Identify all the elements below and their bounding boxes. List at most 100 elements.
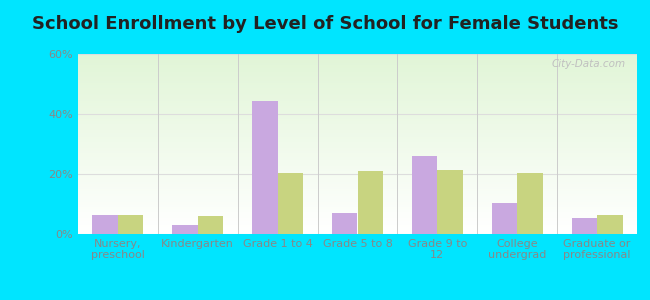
Bar xyxy=(78,56,637,58)
Bar xyxy=(78,218,637,220)
Bar xyxy=(78,106,637,108)
Bar xyxy=(78,137,637,139)
Bar xyxy=(118,214,144,234)
Bar xyxy=(332,213,358,234)
Bar xyxy=(78,157,637,158)
Bar xyxy=(78,139,637,140)
Bar xyxy=(78,144,637,146)
Bar xyxy=(571,218,597,234)
Bar xyxy=(78,164,637,166)
Bar xyxy=(78,182,637,184)
Bar xyxy=(78,185,637,187)
Bar xyxy=(78,189,637,191)
Bar xyxy=(78,65,637,67)
Bar xyxy=(78,103,637,104)
Bar xyxy=(78,221,637,223)
Bar xyxy=(78,126,637,128)
Bar xyxy=(78,171,637,173)
Bar xyxy=(78,229,637,230)
Bar xyxy=(78,160,637,162)
Bar xyxy=(78,230,637,232)
Bar xyxy=(78,142,637,144)
Bar xyxy=(78,94,637,95)
Bar xyxy=(78,200,637,202)
Bar xyxy=(78,153,637,155)
Bar xyxy=(78,220,637,221)
Bar xyxy=(78,104,637,106)
Bar xyxy=(78,59,637,61)
Bar xyxy=(358,171,383,234)
Bar xyxy=(412,156,437,234)
Bar xyxy=(78,110,637,112)
Bar xyxy=(78,119,637,121)
Bar xyxy=(78,128,637,130)
Bar xyxy=(78,203,637,205)
Bar xyxy=(78,122,637,124)
Bar xyxy=(78,70,637,72)
Bar xyxy=(597,214,623,234)
Bar xyxy=(252,100,278,234)
Bar xyxy=(78,169,637,171)
Bar xyxy=(78,133,637,135)
Bar xyxy=(78,131,637,133)
Bar xyxy=(78,90,637,92)
Bar xyxy=(78,83,637,85)
Bar xyxy=(78,176,637,178)
Bar xyxy=(78,146,637,148)
Bar xyxy=(198,216,224,234)
Bar xyxy=(78,225,637,227)
Bar xyxy=(92,214,118,234)
Bar xyxy=(78,117,637,119)
Bar xyxy=(78,175,637,176)
Bar xyxy=(78,198,637,200)
Bar xyxy=(78,191,637,193)
Bar xyxy=(78,196,637,198)
Bar xyxy=(78,151,637,153)
Bar xyxy=(78,77,637,79)
Bar xyxy=(78,187,637,189)
Bar xyxy=(78,108,637,110)
Bar xyxy=(78,167,637,169)
Bar xyxy=(78,212,637,214)
Bar xyxy=(78,184,637,185)
Bar xyxy=(78,211,637,212)
Bar xyxy=(78,148,637,149)
Bar xyxy=(78,113,637,115)
Bar xyxy=(78,79,637,81)
Bar xyxy=(491,202,517,234)
Bar xyxy=(78,205,637,207)
Text: City-Data.com: City-Data.com xyxy=(552,59,626,69)
Bar xyxy=(78,178,637,180)
Bar xyxy=(78,135,637,137)
Bar xyxy=(78,121,637,122)
Bar xyxy=(78,124,637,126)
Bar xyxy=(78,193,637,194)
Bar xyxy=(78,58,637,59)
Bar xyxy=(78,112,637,113)
Bar xyxy=(78,85,637,86)
Bar xyxy=(517,172,543,234)
Bar xyxy=(78,115,637,117)
Bar xyxy=(78,216,637,218)
Bar xyxy=(78,61,637,63)
Bar xyxy=(78,86,637,88)
Bar xyxy=(78,95,637,97)
Bar xyxy=(78,99,637,101)
Bar xyxy=(78,162,637,164)
Bar xyxy=(78,232,637,234)
Bar xyxy=(78,54,637,56)
Bar xyxy=(78,97,637,99)
Bar xyxy=(78,72,637,74)
Text: School Enrollment by Level of School for Female Students: School Enrollment by Level of School for… xyxy=(32,15,618,33)
Bar xyxy=(78,76,637,77)
Bar xyxy=(78,149,637,151)
Bar xyxy=(278,172,303,234)
Bar xyxy=(78,67,637,68)
Bar xyxy=(78,155,637,157)
Bar xyxy=(78,180,637,182)
Bar xyxy=(78,101,637,103)
Bar xyxy=(78,81,637,83)
Bar xyxy=(78,214,637,216)
Bar xyxy=(78,202,637,203)
Bar xyxy=(78,227,637,229)
